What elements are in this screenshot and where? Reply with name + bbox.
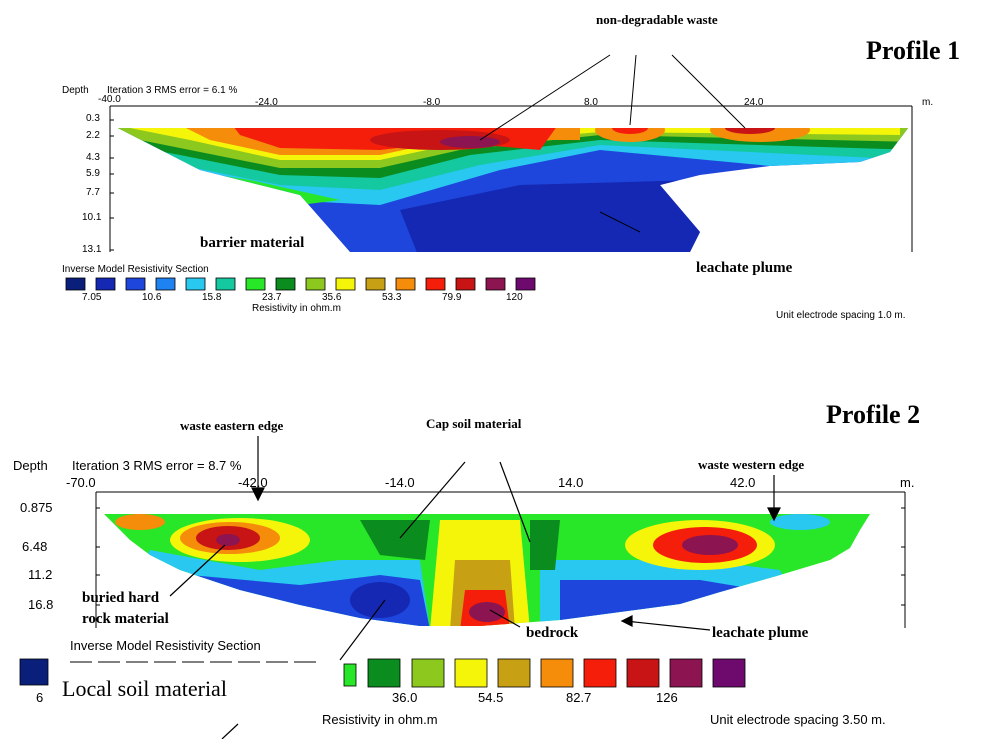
profile2-annotation-leachate: leachate plume [712,625,809,641]
profile2-x-tick: -70.0 [66,475,96,490]
profile1-legend-boxes [65,277,536,291]
profile2-depth-tick: 11.2 [28,567,53,582]
profile2-legend-boxes [19,658,746,688]
profile2-annotation-waste-eastern: waste eastern edge [180,418,284,433]
profile1-depth-tick: 13.1 [82,244,102,255]
profile1-iteration: Iteration 3 RMS error = 6.1 % [107,85,238,96]
profile2-legend-value: 82.7 [566,690,592,705]
profile2-annotation-cap-soil: Cap soil material [426,416,522,431]
profile2-resistivity-label: Resistivity in ohm.m [322,712,438,727]
profile2-iteration: Iteration 3 RMS error = 8.7 % [72,458,242,473]
profile1-legend-value: 120 [506,292,523,303]
profile1-depth-tick: 4.3 [86,152,100,163]
profile1-section-title: Inverse Model Resistivity Section [62,264,209,275]
profile1-legend-value: 79.9 [442,292,462,303]
profile1-arrows [479,54,746,233]
profile1-depth-tick: 5.9 [86,168,100,179]
profile2-annotation-buried-rock-line2: rock material [82,611,169,627]
profile2-section-title: Inverse Model Resistivity Section [70,638,261,653]
profile1-depth-tick: 7.7 [86,187,100,198]
profile2-x-unit: m. [900,475,915,490]
profile2-depth-tick: 0.875 [20,500,53,515]
profile2-legend-value: 36.0 [392,690,418,705]
profile1-resistivity-label: Resistivity in ohm.m [252,303,341,314]
profile2-depth-label: Depth [13,458,48,473]
profile2-annotation-local-soil: Local soil material [62,676,227,702]
profile1-legend-value: 15.8 [202,292,222,303]
profile1-x-tick: 8.0 [584,97,598,108]
profile1-axes [109,105,913,252]
profile2-depth-tick: 6.48 [22,539,48,554]
profile1-x-tick: 24.0 [744,97,764,108]
profile1-depth-tick: 10.1 [82,212,102,223]
profile1-legend-value: 7.05 [82,292,102,303]
profile1-legend-value: 35.6 [322,292,342,303]
profile1-legend-value: 53.3 [382,292,402,303]
profile2-x-tick: 14.0 [558,475,584,490]
profile2-depth-tick: 16.8 [28,597,54,612]
profile2-x-tick: -42.0 [238,475,268,490]
profile1-annotation-leachate: leachate plume [696,260,793,276]
profile2-electrode-spacing: Unit electrode spacing 3.50 m. [710,712,886,727]
profile2-legend-first-value: 6 [36,690,44,705]
profile1-section [118,128,908,252]
profile2-x-tick: -14.0 [385,475,415,490]
profile2-legend-value: 126 [656,690,678,705]
profile1-x-unit: m. [922,97,934,108]
profile2-section [104,514,870,626]
profile2-annotation-buried-rock-line1: buried hard [82,590,160,606]
profile1-depth-tick: 2.2 [86,130,100,141]
profile2-axes [70,491,906,663]
profile1-x-tick: -40.0 [98,94,121,105]
profile2-annotation-waste-western: waste western edge [698,457,805,472]
profile2-x-tick: 42.0 [730,475,756,490]
profile1-x-tick: -8.0 [423,97,441,108]
profile1-legend-value: 23.7 [262,292,282,303]
profile1-legend-value: 10.6 [142,292,162,303]
profile1-title: Profile 1 [866,36,961,65]
profile2-title: Profile 2 [826,400,921,429]
profile2-arrows [169,436,781,739]
profile2-legend-value: 54.5 [478,690,504,705]
profile1-annotation-non-degradable: non-degradable waste [596,12,718,27]
profile1-electrode-spacing: Unit electrode spacing 1.0 m. [776,310,906,321]
profile1-depth-tick: 0.3 [86,113,100,124]
profile1-x-tick: -24.0 [255,97,278,108]
profile2-annotation-bedrock: bedrock [526,625,579,641]
profile1-depth-label: Depth [62,85,89,96]
profile1-annotation-barrier: barrier material [200,235,305,251]
